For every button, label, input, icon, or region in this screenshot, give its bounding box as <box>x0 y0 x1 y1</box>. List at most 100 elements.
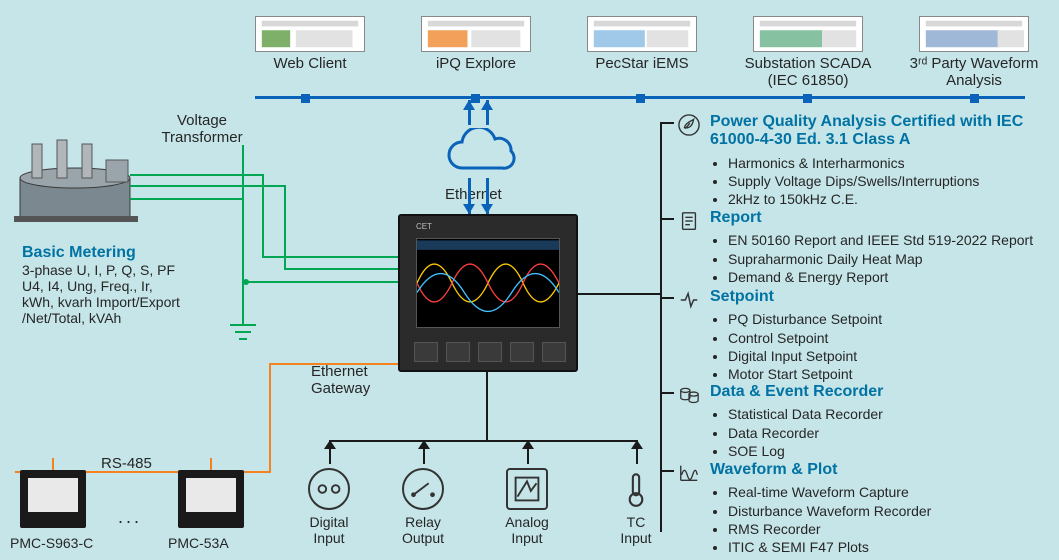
feature-item: Motor Start Setpoint <box>728 365 882 383</box>
client-thumb <box>421 16 531 52</box>
feature-items: Statistical Data RecorderData RecorderSO… <box>728 405 883 460</box>
rs485-label: RS-485 <box>101 455 152 472</box>
io-block: Analog Input <box>495 468 559 546</box>
feature-item: EN 50160 Report and IEEE Std 519-2022 Re… <box>728 231 1033 249</box>
bus-node <box>970 94 979 103</box>
feature-title: Report <box>710 209 1033 227</box>
feature-item: ITIC & SEMI F47 Plots <box>728 538 931 556</box>
client-thumb <box>919 16 1029 52</box>
feature-item: RMS Recorder <box>728 520 931 538</box>
feature-block: Power Quality Analysis Certified with IE… <box>678 113 1059 208</box>
feature-item: Supply Voltage Dips/Swells/Interruptions <box>728 172 1059 190</box>
meter-ellipsis: ... <box>118 507 142 528</box>
gateway-label: Ethernet Gateway <box>311 363 370 398</box>
feat-bus <box>578 293 662 295</box>
meter-label: PMC-53A <box>168 535 229 551</box>
leaf-icon <box>678 114 700 136</box>
io-ro-icon <box>402 468 444 510</box>
client-label: Substation SCADA (IEC 61850) <box>728 55 888 89</box>
client-thumb <box>753 16 863 52</box>
feature-item: Demand & Energy Report <box>728 268 1033 286</box>
feature-item: Supraharmonic Daily Heat Map <box>728 250 1033 268</box>
vt-label: Voltage Transformer <box>157 112 247 147</box>
io-arrow <box>522 440 534 449</box>
feature-title: Setpoint <box>710 288 882 306</box>
io-arrow <box>324 440 336 449</box>
feature-title: Data & Event Recorder <box>710 383 883 401</box>
client-label: Web Client <box>230 55 390 72</box>
feature-block: Report EN 50160 Report and IEEE Std 519-2… <box>678 209 1033 286</box>
feature-item: 2kHz to 150kHz C.E. <box>728 190 1059 208</box>
eth-dn-arrow-2 <box>481 204 493 214</box>
db-icon <box>678 384 700 406</box>
io-block: Digital Input <box>297 468 361 546</box>
feature-items: Real-time Waveform CaptureDisturbance Wa… <box>728 483 931 556</box>
io-bus <box>330 440 638 442</box>
g-h2b <box>284 268 398 270</box>
device-buttons <box>414 342 576 362</box>
feature-items: PQ Disturbance SetpointControl SetpointD… <box>728 310 882 383</box>
io-di-icon <box>308 468 350 510</box>
main-device: CET <box>398 214 578 372</box>
feature-item: Harmonics & Interharmonics <box>728 154 1059 172</box>
io-ai-icon <box>506 468 548 510</box>
client-label: iPQ Explore <box>396 55 556 72</box>
io-label: TC Input <box>604 514 668 546</box>
feature-block: Data & Event Recorder Statistical Data Re… <box>678 383 883 460</box>
feature-item: Statistical Data Recorder <box>728 405 883 423</box>
bus-node <box>301 94 310 103</box>
g-h1 <box>130 174 262 176</box>
feature-title: Waveform & Plot <box>710 461 931 479</box>
g-v3f <box>243 279 249 285</box>
feature-item: Control Setpoint <box>728 329 882 347</box>
feature-item: Disturbance Waveform Recorder <box>728 502 931 520</box>
device-screen <box>416 238 560 328</box>
client-label: PecStar iEMS <box>562 55 722 72</box>
report-icon <box>678 210 700 232</box>
cloud-icon <box>440 128 520 178</box>
io-arrow <box>631 440 643 449</box>
voltage-transformer <box>12 130 152 230</box>
metering-body: 3-phase U, I, P, Q, S, PF U4, I4, Ung, F… <box>22 262 180 326</box>
feature-title: Power Quality Analysis Certified with IE… <box>710 113 1059 150</box>
meter-label: PMC-S963-C <box>10 535 93 551</box>
gnd-h <box>130 198 243 200</box>
gw-v <box>269 363 271 471</box>
g-h2 <box>130 185 284 187</box>
gnd-v <box>242 145 244 325</box>
g-h1b <box>262 256 398 258</box>
feature-branch <box>660 297 674 299</box>
feature-items: EN 50160 Report and IEEE Std 519-2022 Re… <box>728 231 1033 286</box>
client-thumb <box>255 16 365 52</box>
eth-up-arrow-1 <box>463 100 475 110</box>
g-v2 <box>284 185 286 270</box>
feature-item: Data Recorder <box>728 424 883 442</box>
eth-dn-arrow-1 <box>463 204 475 214</box>
io-label: Analog Input <box>495 514 559 546</box>
feature-branch <box>660 122 674 124</box>
feature-item: Real-time Waveform Capture <box>728 483 931 501</box>
client-label: 3ʳᵈ Party Waveform Analysis <box>894 55 1054 89</box>
eth-up-arrow-2 <box>481 100 493 110</box>
io-trunk <box>486 372 488 440</box>
ethernet-label: Ethernet <box>445 186 502 203</box>
feature-branch <box>660 218 674 220</box>
bus-node <box>803 94 812 103</box>
ground-symbol <box>228 322 258 344</box>
small-meter <box>178 470 244 528</box>
feature-branch <box>660 392 674 394</box>
io-label: Digital Input <box>297 514 361 546</box>
feature-items: Harmonics & InterharmonicsSupply Voltage… <box>728 154 1059 209</box>
io-label: Relay Output <box>391 514 455 546</box>
io-block: Relay Output <box>391 468 455 546</box>
metering-title: Basic Metering <box>22 244 136 262</box>
bus-node <box>636 94 645 103</box>
feature-item: PQ Disturbance Setpoint <box>728 310 882 328</box>
io-block: TC Input <box>604 468 668 546</box>
io-arrow <box>418 440 430 449</box>
feature-item: Digital Input Setpoint <box>728 347 882 365</box>
feature-item: SOE Log <box>728 442 883 460</box>
g-h3 <box>242 281 398 283</box>
client-thumb <box>587 16 697 52</box>
setpoint-icon <box>678 289 700 311</box>
